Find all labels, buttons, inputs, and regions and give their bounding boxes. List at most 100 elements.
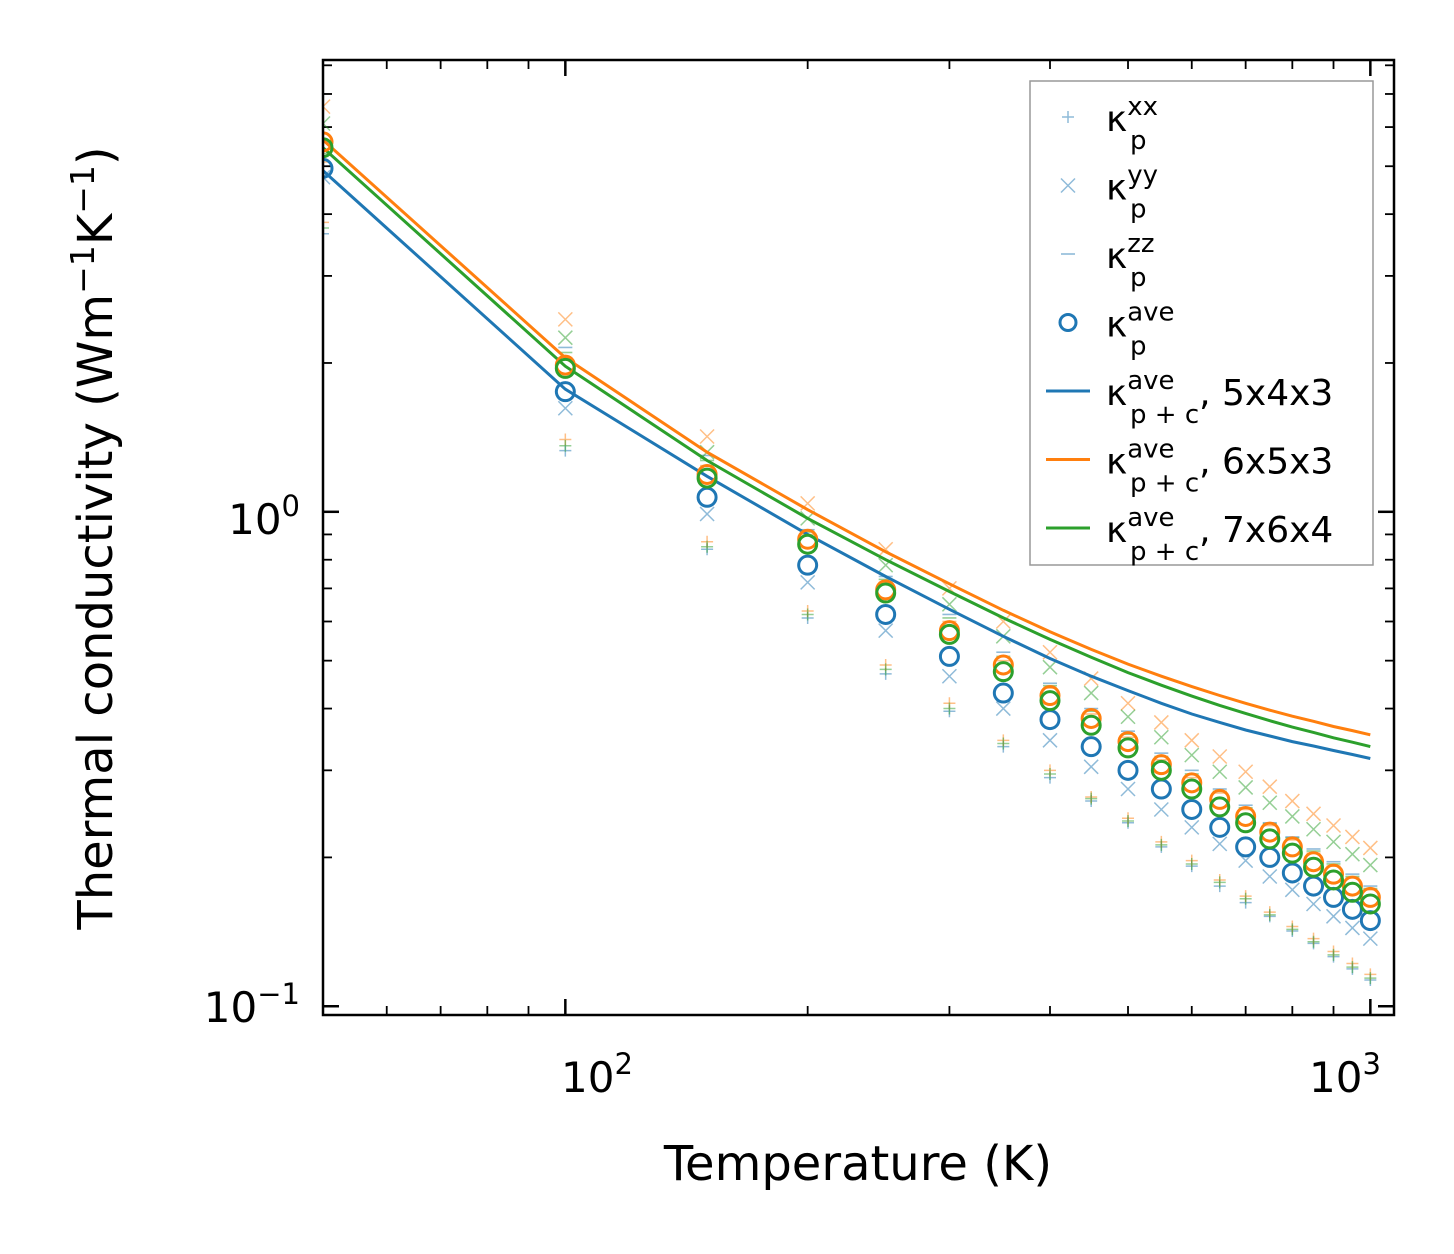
kappa-p-yy-point xyxy=(1212,836,1228,852)
kappa-p-xx-point xyxy=(1239,892,1252,905)
kappa-p-ave-point xyxy=(1209,788,1231,810)
kappa-p-yy-point xyxy=(1344,846,1360,862)
y-tick-label-1: 100 xyxy=(228,489,300,544)
kappa-p-ave-point xyxy=(875,582,897,604)
kappa-p-yy-point xyxy=(941,596,957,612)
kappa-p-yy-point xyxy=(1083,759,1099,775)
kappa-p-ave-point xyxy=(938,623,960,645)
kappa-p-ave-point xyxy=(1235,812,1257,834)
kappa-p-yy-point xyxy=(1153,714,1169,730)
major-ticks xyxy=(323,60,1394,1015)
kappa-p-ave-point xyxy=(1181,778,1203,800)
kappa-p-ave-point xyxy=(1303,851,1325,873)
x-tick-labels: 102 103 xyxy=(561,1047,1381,1102)
kappa-p-yy-point xyxy=(1325,817,1342,834)
kappa-p-yy-point xyxy=(323,169,331,185)
legend-frame xyxy=(1029,80,1374,566)
kappa-p-yy-point xyxy=(699,506,715,522)
kappa-p-yy-point xyxy=(1325,908,1342,924)
kappa-p-yy-point xyxy=(1120,781,1136,797)
legend-label: κave p + c, 5x4x3 xyxy=(1106,366,1333,430)
kappa-p-yy-point xyxy=(1362,857,1378,873)
kappa-p-yy-point xyxy=(1153,801,1169,818)
series-ave-5x4x3 xyxy=(323,157,1381,932)
legend-marker-circle xyxy=(1058,313,1078,332)
kappa-p-xx-point xyxy=(1364,972,1377,985)
kappa-p-yy-point xyxy=(1120,709,1136,725)
kappa-p-ave-point xyxy=(1259,821,1281,843)
kappa-p-yy-point xyxy=(1212,764,1228,780)
kappa-p-yy-point xyxy=(557,330,573,346)
kappa-p-yy-point xyxy=(1305,821,1322,837)
kappa-p-yy-point xyxy=(1305,896,1322,912)
kappa-p-yy-point xyxy=(1262,868,1278,885)
kappa-p-ave-point xyxy=(797,533,819,555)
x-axis-label: Temperature (K) xyxy=(663,1136,1052,1192)
kappa-p-yy-point xyxy=(941,668,957,684)
kappa-p-ave-point xyxy=(1150,759,1172,781)
kappa-p-yy-point xyxy=(323,115,331,132)
kappa-p-ave-point xyxy=(1209,796,1231,818)
kappa-p-ave-point xyxy=(992,654,1014,676)
kappa-p-yy-point xyxy=(1262,779,1278,795)
kappa-p-xx-point xyxy=(1213,876,1226,889)
kappa-p-yy-point xyxy=(1305,806,1322,822)
plot-area xyxy=(323,99,1381,986)
kappa-p-ave-point xyxy=(1341,881,1363,903)
kappa-p-ave-point xyxy=(992,661,1014,683)
kappa-p-yy-point xyxy=(699,428,715,445)
kappa-p-ave-point xyxy=(1323,863,1345,885)
kappa-p-xx-point xyxy=(323,216,329,229)
legend-item-2: κzz p xyxy=(1061,229,1155,293)
kappa-p-ave-point xyxy=(1281,842,1303,864)
kappa-p-ave-point xyxy=(797,554,819,576)
kappa-p-ave-point xyxy=(1117,737,1139,759)
series-line-7x6x4 xyxy=(323,146,1371,749)
kappa-p-xx-point xyxy=(1044,767,1056,780)
kappa-p-yy-point xyxy=(1153,729,1169,745)
kappa-p-ave-point xyxy=(323,157,334,179)
legend-label: κave p + c, 7x6x4 xyxy=(1106,503,1333,567)
kappa-p-xx-point xyxy=(879,663,892,676)
kappa-p-xx-point xyxy=(1085,792,1098,805)
kappa-p-xx-point xyxy=(997,737,1010,750)
legend-item-6: κave p + c, 7x6x4 xyxy=(1046,503,1333,567)
x-tick-label-100: 102 xyxy=(561,1047,633,1102)
kappa-p-yy-point xyxy=(1344,829,1360,845)
y-tick-labels: 10−1 100 xyxy=(204,489,300,1032)
kappa-p-ave-point xyxy=(1359,893,1381,915)
kappa-p-xx-point xyxy=(1155,838,1168,851)
kappa-p-xx-point xyxy=(323,221,329,234)
kappa-p-ave-point xyxy=(1150,754,1172,776)
legend-label: κave p xyxy=(1106,298,1175,362)
kappa-p-ave-point xyxy=(992,682,1014,704)
kappa-p-yy-point xyxy=(1262,795,1278,811)
kappa-p-ave-point xyxy=(1181,798,1203,820)
kappa-p-xx-point xyxy=(1122,814,1135,827)
kappa-p-yy-point xyxy=(1042,659,1058,675)
kappa-p-ave-point xyxy=(1281,862,1303,884)
kappa-p-yy-point xyxy=(800,574,816,590)
legend-label: κzz p xyxy=(1106,229,1155,293)
kappa-p-c-line xyxy=(323,138,1371,737)
kappa-p-ave-point xyxy=(1080,736,1102,758)
legend-item-1: κyy p xyxy=(1060,161,1158,225)
kappa-p-yy-point xyxy=(1325,834,1342,850)
kappa-p-yy-point xyxy=(1212,748,1228,765)
legend-item-3: κave p xyxy=(1058,298,1175,362)
kappa-p-c-line xyxy=(323,146,1371,749)
kappa-p-ave-point xyxy=(323,137,334,159)
legend-item-5: κave p + c, 6x5x3 xyxy=(1046,435,1333,499)
kappa-p-yy-point xyxy=(1238,764,1254,780)
legend-label: κave p + c, 6x5x3 xyxy=(1106,435,1333,499)
kappa-p-yy-point xyxy=(557,400,573,416)
series-line-5x4x3 xyxy=(323,169,1371,760)
kappa-p-yy-point xyxy=(1362,840,1378,856)
series-ave-7x6x4 xyxy=(323,137,1381,915)
kappa-p-yy-point xyxy=(323,99,331,115)
kappa-p-ave-point xyxy=(1281,836,1303,858)
minor-ticks xyxy=(322,60,1394,1015)
kappa-p-xx-point xyxy=(1346,961,1359,974)
x-tick-label-1000: 103 xyxy=(1309,1047,1381,1102)
kappa-p-ave-point xyxy=(875,603,897,625)
